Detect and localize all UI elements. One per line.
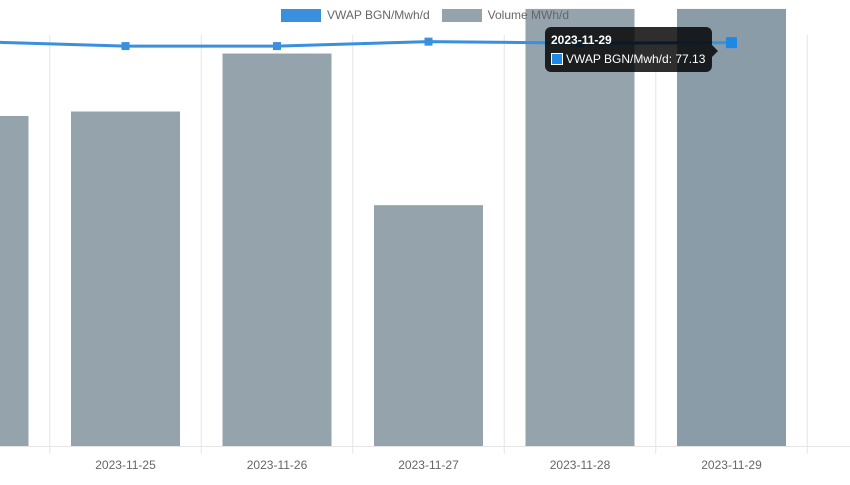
- point-vwap: [424, 37, 433, 46]
- bar-volume: [677, 8, 786, 446]
- legend-label-vwap: VWAP BGN/Mwh/d: [326, 8, 430, 22]
- legend-label-volume: Volume MWh/d: [487, 8, 570, 22]
- tooltip-title: 2023-11-29: [551, 33, 612, 47]
- legend-item-volume[interactable]: Volume MWh/d: [441, 8, 570, 22]
- chart-tooltip: 2023-11-29 VWAP BGN/Mwh/d: 77.13: [545, 27, 719, 72]
- legend-item-vwap[interactable]: VWAP BGN/Mwh/d: [280, 8, 430, 22]
- x-tick-label: 2023-11-26: [247, 458, 308, 472]
- bar-volume: [374, 205, 483, 446]
- legend-swatch-volume: [441, 8, 482, 22]
- x-tick-label: 2023-11-29: [701, 458, 762, 472]
- point-vwap: [726, 37, 737, 49]
- x-tick-label: 2023-11-28: [550, 458, 611, 472]
- bar-volume: [222, 53, 332, 447]
- x-tick-label: 2023-11-25: [95, 458, 156, 472]
- tooltip-body: VWAP BGN/Mwh/d: 77.13: [551, 51, 705, 67]
- chart-legend: VWAP BGN/Mwh/d Volume MWh/d: [0, 8, 850, 22]
- bar-volume: [525, 8, 635, 446]
- bar-volume: [71, 111, 180, 446]
- point-vwap: [273, 42, 281, 51]
- legend-swatch-vwap: [280, 8, 321, 22]
- tooltip-text: VWAP BGN/Mwh/d: 77.13: [566, 52, 706, 66]
- x-tick-label: 2023-11-27: [398, 458, 459, 472]
- bar-volume: [0, 115, 29, 447]
- tooltip-color-box: [551, 53, 563, 65]
- tooltip-caret: [712, 45, 719, 57]
- point-vwap: [121, 42, 130, 51]
